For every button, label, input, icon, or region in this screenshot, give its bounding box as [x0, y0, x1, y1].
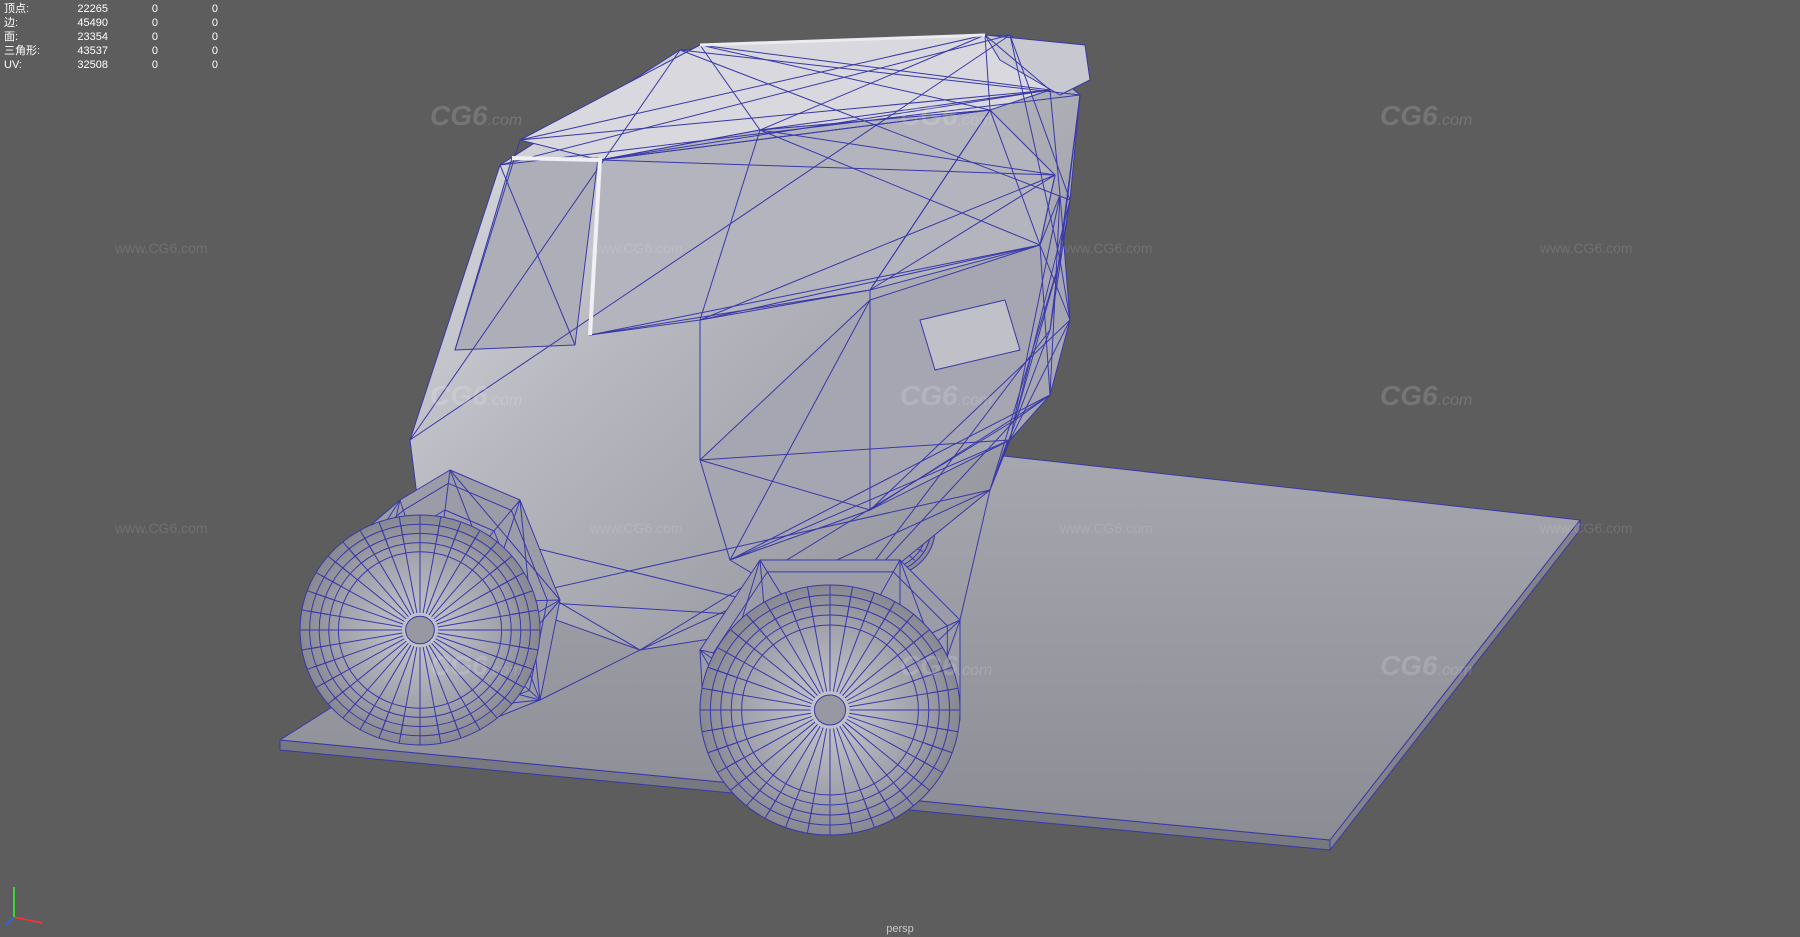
axis-gizmo [4, 877, 54, 927]
viewport[interactable]: CG6.comCG6.comCG6.comCG6.comCG6.comCG6.c… [0, 0, 1800, 937]
stats-hud: 顶点:2226500边:4549000面:2335400三角形:4353700U… [4, 2, 218, 72]
stats-row: 顶点:2226500 [4, 2, 218, 16]
scene-3d[interactable] [0, 0, 1800, 937]
stats-row: 边:4549000 [4, 16, 218, 30]
stats-row: 面:2335400 [4, 30, 218, 44]
stats-row: UV:3250800 [4, 58, 218, 72]
camera-label: persp [886, 923, 914, 935]
stats-row: 三角形:4353700 [4, 44, 218, 58]
